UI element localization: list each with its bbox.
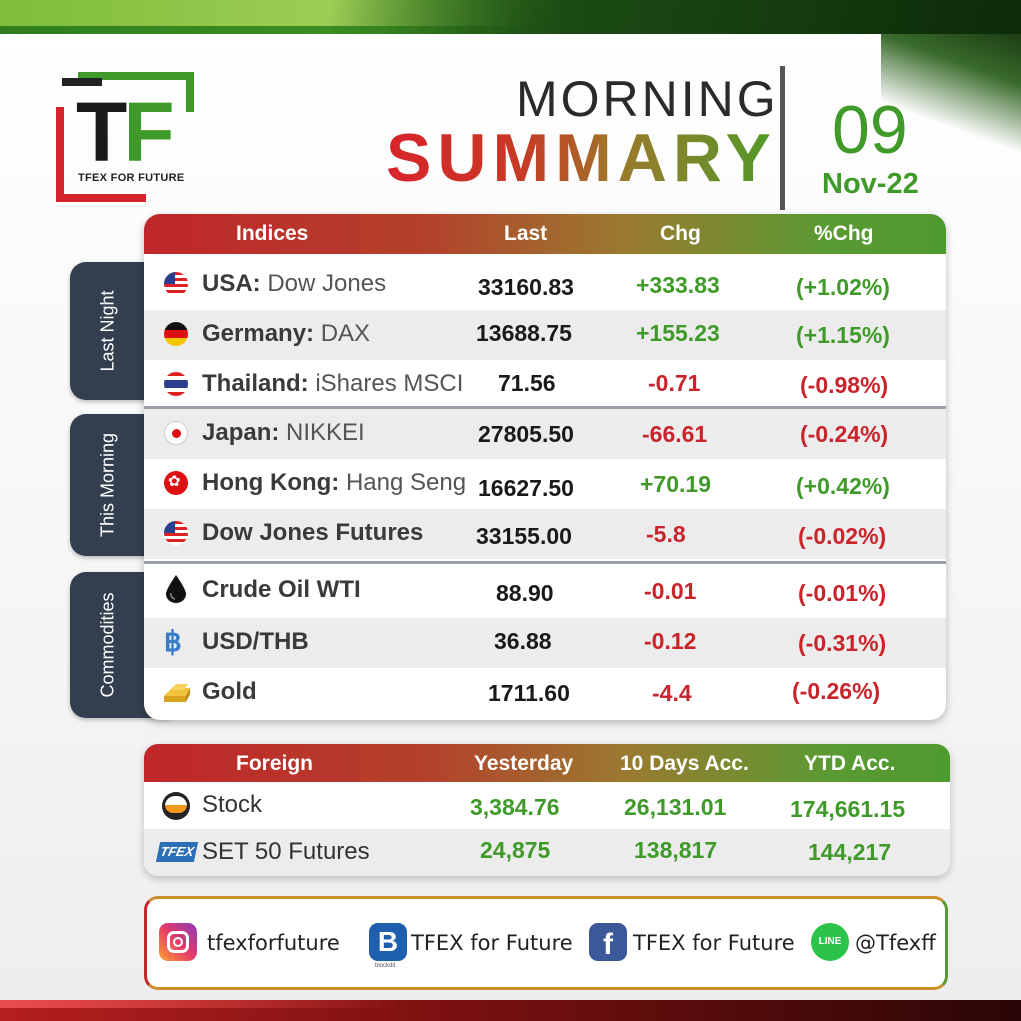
- japan-flag-icon: [164, 421, 188, 445]
- last-value: 88.90: [496, 580, 554, 606]
- usa-flag-icon: [164, 521, 188, 545]
- last-value: 33155.00: [476, 523, 572, 549]
- date-day: 09: [832, 92, 908, 168]
- line-icon: LINE: [811, 923, 849, 961]
- ten-days-value: 138,817: [634, 837, 718, 863]
- pct-change-value: (-0.31%): [798, 630, 887, 656]
- change-value: -5.8: [646, 521, 686, 547]
- header-yesterday: Yesterday: [474, 752, 574, 775]
- pct-change-value: (+0.42%): [796, 473, 890, 499]
- foreign-table-header: Foreign Yesterday 10 Days Acc. YTD Acc.: [144, 744, 950, 782]
- usa-flag-icon: [164, 272, 188, 296]
- oil-drop-icon: [166, 575, 186, 603]
- indices-table: Indices Last Chg %Chg USA: Dow Jones 331…: [144, 214, 946, 720]
- title-morning: MORNING: [516, 71, 779, 127]
- change-value: -0.12: [644, 628, 697, 654]
- social-links-box: tfexforfuture B blockdit TFEX for Future…: [144, 896, 948, 990]
- bottom-decor-highlight: [0, 1000, 400, 1008]
- corner-decor: [881, 34, 1021, 154]
- logo-letters: TF: [76, 85, 175, 179]
- tfex-logo-icon: TFEX: [155, 842, 199, 862]
- foreign-flow-table: Foreign Yesterday 10 Days Acc. YTD Acc. …: [144, 744, 950, 876]
- germany-flag-icon: [164, 322, 188, 346]
- tfex-logo: TF TFEX FOR FUTURE: [56, 72, 198, 202]
- table-row: Stock 3,384.76 26,131.01 174,661.15: [144, 782, 950, 829]
- last-value: 1711.60: [488, 680, 570, 706]
- header-chg: Chg: [660, 222, 701, 245]
- last-value: 27805.50: [478, 421, 574, 447]
- logo-tagline: TFEX FOR FUTURE: [78, 172, 185, 184]
- change-value: +333.83: [636, 272, 720, 298]
- top-decor-shadow: [330, 0, 1021, 34]
- table-row: Crude Oil WTI 88.90 -0.01 (-0.01%): [144, 566, 946, 616]
- ytd-value: 144,217: [808, 839, 892, 865]
- last-value: 13688.75: [476, 320, 572, 346]
- thailand-flag-icon: [164, 372, 188, 396]
- change-value: +155.23: [636, 320, 720, 346]
- table-row: USA: Dow Jones 33160.83 +333.83 (+1.02%): [144, 260, 946, 310]
- last-value: 36.88: [494, 628, 552, 654]
- change-value: -66.61: [642, 421, 708, 447]
- table-row: Thailand: iShares MSCI 71.56 -0.71 (-0.9…: [144, 360, 946, 410]
- header-pct-chg: %Chg: [814, 222, 874, 245]
- pct-change-value: (-0.26%): [792, 678, 881, 704]
- change-value: -0.71: [648, 370, 701, 396]
- pct-change-value: (-0.98%): [800, 372, 889, 398]
- hong-kong-flag-icon: [164, 471, 188, 495]
- title-divider: [780, 66, 785, 210]
- blockdit-icon: B: [369, 923, 407, 961]
- header-last: Last: [504, 222, 548, 245]
- date-month: Nov-22: [822, 168, 919, 200]
- yesterday-value: 3,384.76: [470, 794, 560, 820]
- pct-change-value: (-0.24%): [800, 421, 889, 447]
- table-row: Hong Kong: Hang Seng 16627.50 +70.19 (+0…: [144, 459, 946, 509]
- header-10-days: 10 Days Acc.: [620, 752, 749, 775]
- instagram-icon: [159, 923, 197, 961]
- indices-table-header: Indices Last Chg %Chg: [144, 214, 946, 254]
- set-logo-icon: [162, 792, 190, 820]
- header-ytd: YTD Acc.: [804, 752, 896, 775]
- table-row: Dow Jones Futures 33155.00 -5.8 (-0.02%): [144, 509, 946, 559]
- pct-change-value: (+1.15%): [796, 322, 890, 348]
- ten-days-value: 26,131.01: [624, 794, 727, 820]
- title-summary: SUMMARY: [386, 120, 777, 196]
- pct-change-value: (+1.02%): [796, 274, 890, 300]
- pct-change-value: (-0.01%): [798, 580, 887, 606]
- table-row: Japan: NIKKEI 27805.50 -66.61 (-0.24%): [144, 409, 946, 459]
- ytd-value: 174,661.15: [790, 796, 906, 822]
- last-value: 33160.83: [478, 274, 574, 300]
- facebook-icon: f: [589, 923, 627, 961]
- table-row: TFEX SET 50 Futures 24,875 138,817 144,2…: [144, 829, 950, 876]
- table-row: Gold 1711.60 -4.4 (-0.26%): [144, 668, 946, 718]
- header-foreign: Foreign: [236, 752, 313, 775]
- blockdit-caption: blockdit: [375, 963, 396, 969]
- change-value: +70.19: [640, 471, 711, 497]
- section-separator: [144, 561, 946, 564]
- change-value: -0.01: [644, 578, 697, 604]
- change-value: -4.4: [652, 680, 692, 706]
- pct-change-value: (-0.02%): [798, 523, 887, 549]
- last-value: 71.56: [498, 370, 556, 396]
- table-row: Germany: DAX 13688.75 +155.23 (+1.15%): [144, 310, 946, 360]
- table-row: ฿ USD/THB 36.88 -0.12 (-0.31%): [144, 618, 946, 668]
- section-separator: [144, 406, 946, 409]
- baht-icon: ฿: [164, 626, 182, 657]
- yesterday-value: 24,875: [480, 837, 551, 863]
- last-value: 16627.50: [478, 475, 574, 501]
- gold-bar-icon: [164, 684, 190, 702]
- header-indices: Indices: [236, 222, 309, 245]
